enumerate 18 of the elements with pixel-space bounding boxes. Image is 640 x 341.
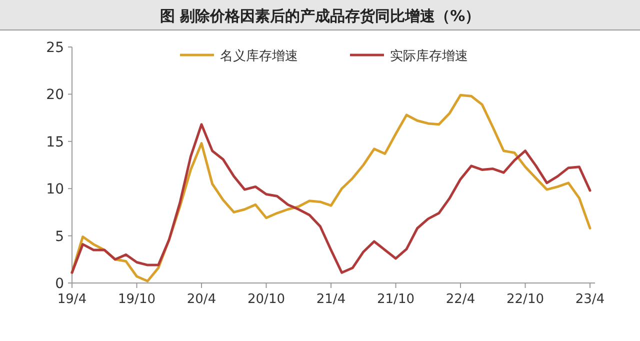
x-tick-label: 20/4	[186, 292, 216, 307]
x-tick-label: 19/4	[57, 292, 87, 307]
legend-label: 名义库存增速	[220, 49, 298, 64]
y-tick-label: 25	[46, 40, 64, 56]
legend-label: 实际库存增速	[390, 49, 468, 64]
y-tick-label: 5	[55, 228, 64, 245]
y-tick-label: 10	[46, 182, 64, 198]
x-tick-label: 23/4	[575, 292, 605, 307]
x-tick-label: 21/10	[377, 292, 414, 307]
x-tick-label: 21/4	[316, 292, 346, 307]
x-tick-label: 19/10	[118, 292, 156, 307]
chart-title: 图 剔除价格因素后的产成品存货同比增速（%）	[160, 7, 480, 25]
y-tick-label: 0	[55, 276, 64, 292]
x-tick-label: 22/10	[506, 292, 544, 307]
y-tick-label: 20	[46, 87, 64, 104]
x-tick-label: 20/10	[248, 292, 285, 307]
y-tick-label: 15	[46, 134, 64, 150]
x-tick-label: 22/4	[446, 292, 476, 307]
